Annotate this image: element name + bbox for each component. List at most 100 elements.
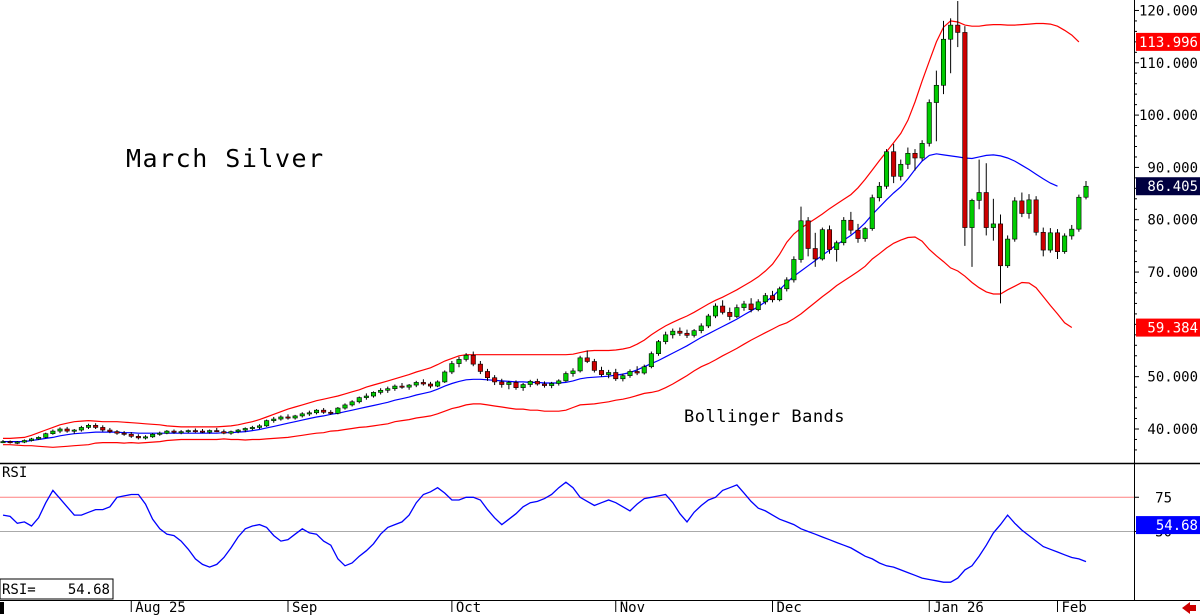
middle-band-line (3, 153, 1058, 443)
candle (862, 227, 868, 242)
candle (278, 415, 284, 421)
rsi-label: RSI (2, 465, 27, 481)
candle-body-up (570, 370, 576, 374)
candle-body-up (242, 428, 248, 431)
time-tick-label: Aug 25 (135, 600, 186, 616)
candle (1040, 227, 1046, 257)
candle (990, 198, 996, 241)
candle-body-down (848, 219, 854, 231)
candle (78, 425, 84, 432)
candle (456, 356, 462, 368)
candle-body-down (221, 431, 227, 434)
candle-body-up (335, 407, 341, 414)
candle-body-up (734, 307, 740, 317)
candle (249, 425, 255, 431)
candle (413, 380, 419, 388)
candle (627, 369, 633, 378)
candle-body-up (606, 372, 612, 375)
time-tick-label: Oct (456, 600, 481, 616)
candle (997, 214, 1004, 304)
candle-body-up (313, 409, 320, 414)
candle-body-down (128, 433, 134, 437)
candle (235, 428, 241, 434)
candle (36, 436, 42, 440)
candle-body-up (969, 200, 975, 228)
candle (826, 225, 833, 254)
candle-body-up (85, 425, 92, 428)
candle (805, 217, 811, 257)
candle (121, 431, 127, 436)
candle (7, 440, 13, 444)
price-tick-label: 100.000 (1139, 108, 1198, 124)
candle (264, 419, 270, 427)
candle (1069, 224, 1075, 240)
bands-annotation: Bollinger Bands (684, 407, 845, 427)
candle (392, 384, 398, 391)
candle-body-up (905, 152, 911, 165)
candle (883, 149, 890, 189)
candle-body-down (192, 430, 198, 433)
candle (919, 140, 925, 161)
candle-body-down (584, 357, 590, 362)
candle-body-up (819, 229, 825, 260)
candle (1019, 192, 1025, 218)
candle-body-up (641, 366, 647, 374)
candle (933, 70, 939, 142)
candle-body-down (891, 151, 897, 177)
candle-body-up (869, 197, 875, 229)
candle (876, 182, 882, 202)
candle-body-up (256, 425, 263, 428)
upper-band-line (3, 20, 1080, 439)
candle (976, 159, 982, 210)
candle (93, 423, 99, 429)
price-tick-label: 110.000 (1139, 56, 1198, 72)
candle (663, 331, 669, 345)
rsi-tag-box (1136, 516, 1200, 535)
candle-body-up (57, 428, 63, 432)
candle (698, 323, 704, 334)
candle (306, 410, 312, 416)
price-tick-label: 120.000 (1139, 3, 1198, 19)
rsi-line (2, 481, 1087, 583)
candle (0, 439, 6, 444)
candle-body-up (0, 441, 6, 444)
candle (256, 424, 263, 429)
candle (142, 435, 149, 440)
candle-body-up (762, 295, 768, 303)
candle (157, 431, 163, 436)
candle (399, 382, 405, 389)
candle-body-up (506, 382, 512, 385)
candle-body-down (321, 409, 327, 413)
candle-body-up (264, 420, 270, 427)
candle-body-up (21, 440, 27, 443)
candle-body-up (655, 341, 662, 354)
scroll-left-marker[interactable] (0, 602, 4, 614)
candle-body-up (164, 430, 170, 434)
candle (135, 434, 141, 440)
candle-body-up (463, 354, 469, 360)
candle (926, 99, 932, 147)
candle-body-down (513, 382, 519, 388)
candle (1054, 229, 1061, 259)
rsi-tag-label: 54.68 (1156, 518, 1198, 534)
candle (648, 351, 654, 369)
candle-body-down (997, 223, 1004, 267)
candle-body-up (556, 380, 562, 384)
candle-body-up (549, 383, 555, 386)
candle (164, 430, 170, 435)
candle (819, 227, 825, 261)
candle (207, 429, 213, 434)
candle-body-down (499, 381, 505, 385)
candle-body-up (741, 303, 747, 308)
candle (520, 382, 526, 391)
candle (712, 303, 719, 319)
candle (328, 410, 334, 415)
candle-body-up (370, 392, 377, 397)
candle (755, 299, 761, 312)
candle (442, 370, 448, 383)
candle-body-up (1083, 185, 1089, 198)
scroll-right-arrow-icon[interactable] (1182, 602, 1196, 614)
lower-band-line (3, 236, 1073, 448)
